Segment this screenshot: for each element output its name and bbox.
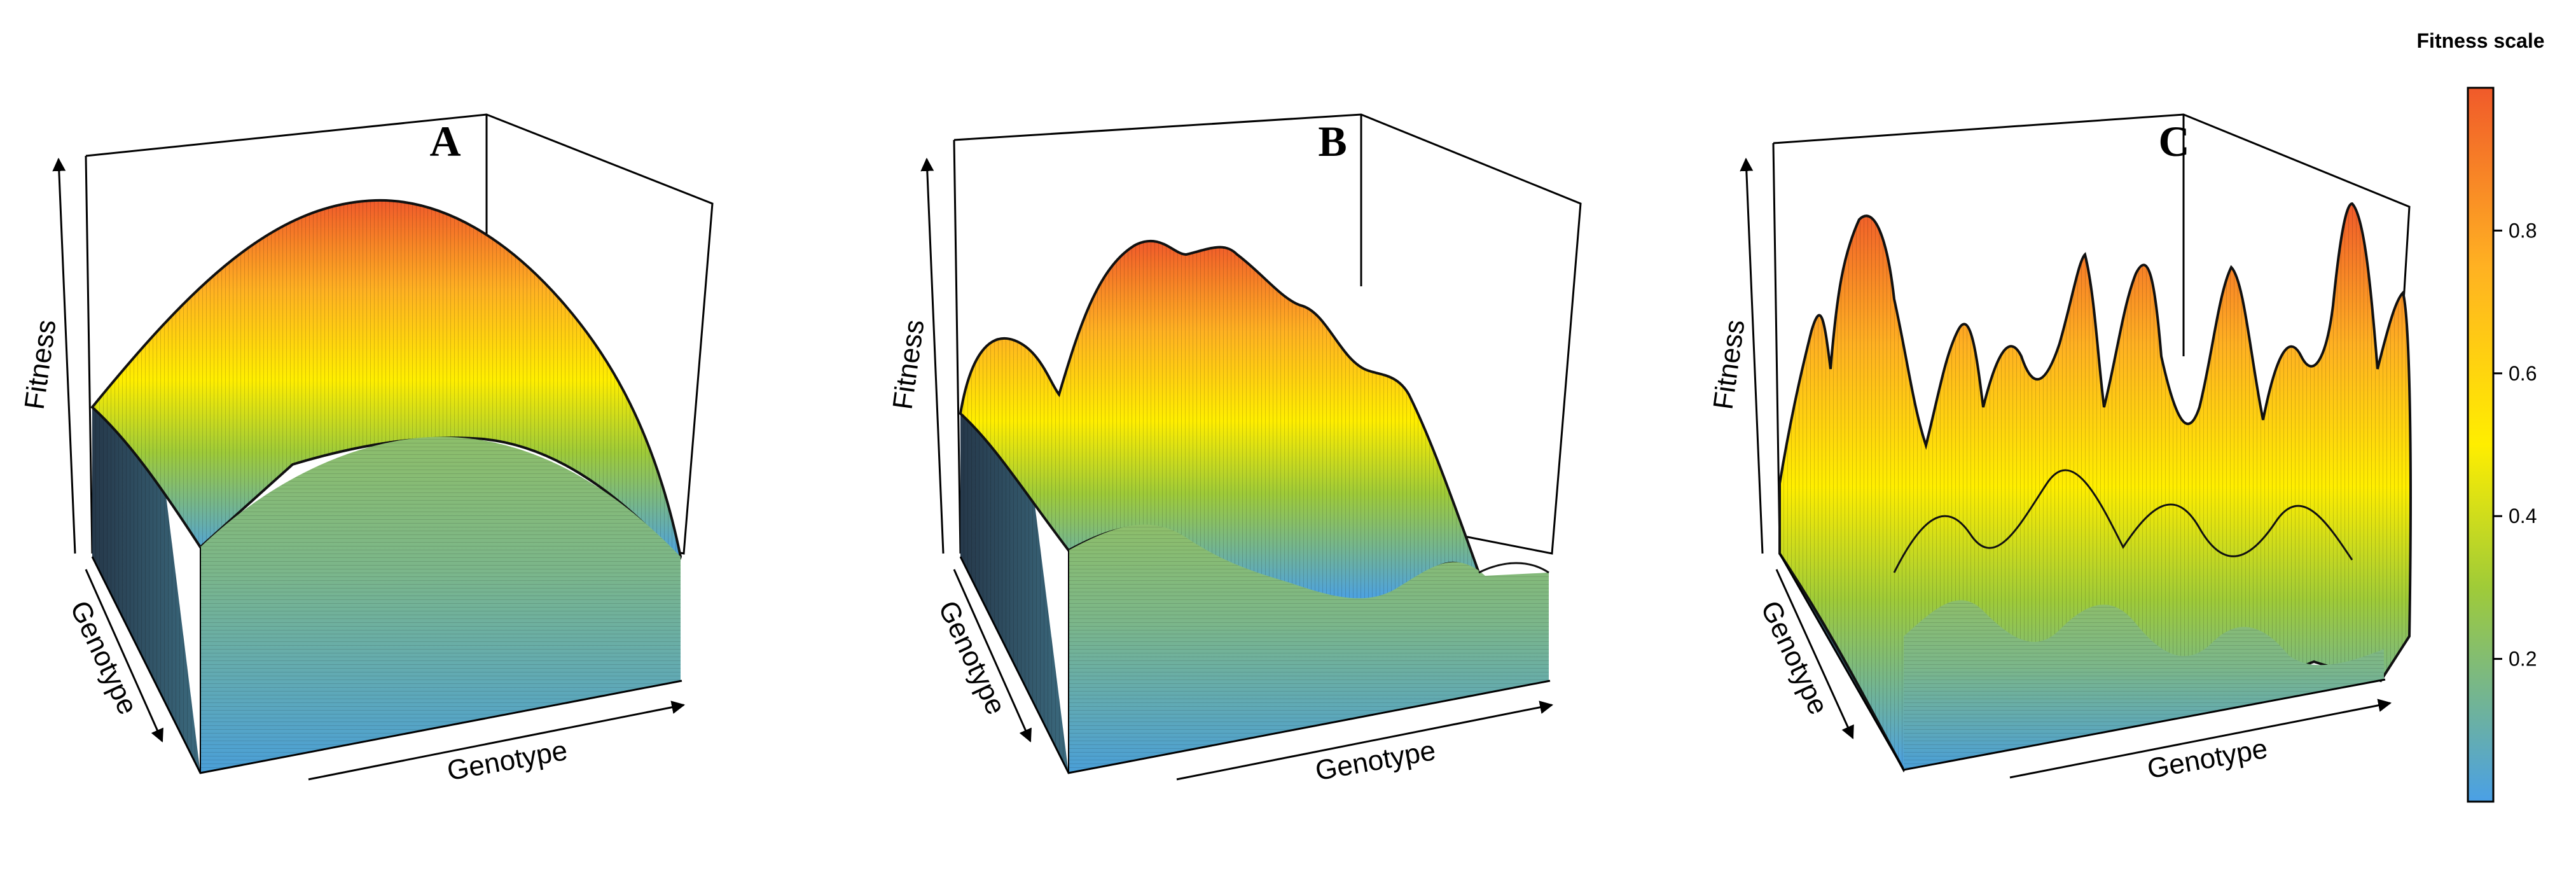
z-axis-label: Fitness <box>887 317 931 411</box>
colorbar-gradient <box>2467 87 2495 803</box>
box-front-edges <box>1778 553 2386 771</box>
box-left-vertical <box>953 139 962 554</box>
panel-a: A Fitness Genotype Genotype <box>19 113 714 786</box>
z-axis-label: Fitness <box>19 317 62 411</box>
colorbar: Fitness scale 0.2 0.4 0.6 0.8 <box>2417 29 2545 803</box>
panel-label: C <box>2158 117 2189 165</box>
colorbar-ticks: 0.2 0.4 0.6 0.8 <box>2493 219 2537 671</box>
colorbar-tick-label: 0.4 <box>2509 505 2537 527</box>
x-axis-label: Genotype <box>1313 735 1437 786</box>
x-axis-label: Genotype <box>445 735 569 786</box>
box-left-vertical <box>1772 143 1781 548</box>
y-axis-arrow <box>85 569 163 742</box>
colorbar-tick-label: 0.2 <box>2509 648 2537 671</box>
x-axis-arrow <box>308 700 686 781</box>
y-axis-arrow <box>1775 569 1854 739</box>
panel-label: B <box>1318 117 1347 165</box>
colorbar-tick-label: 0.8 <box>2509 219 2537 242</box>
panel-label: A <box>429 117 460 165</box>
surface-ridges <box>1893 469 2353 573</box>
x-axis-label: Genotype <box>2145 733 2269 784</box>
colorbar-title: Fitness scale <box>2417 29 2545 52</box>
y-axis-arrow <box>953 569 1032 742</box>
panel-c: C Fitness Genotype Genotype <box>1708 113 2412 784</box>
panel-b: B Fitness Genotype Genotype <box>887 113 1582 786</box>
z-axis-arrow <box>920 157 945 554</box>
x-axis-arrow <box>2009 699 2392 779</box>
z-axis-arrow <box>1740 157 1764 554</box>
colorbar-tick-label: 0.6 <box>2509 362 2537 385</box>
z-axis-arrow <box>52 157 76 554</box>
z-axis-label: Fitness <box>1708 317 1751 411</box>
x-axis-arrow <box>1176 700 1554 781</box>
box-left-vertical <box>85 155 93 554</box>
box-back-edges <box>953 113 1582 555</box>
